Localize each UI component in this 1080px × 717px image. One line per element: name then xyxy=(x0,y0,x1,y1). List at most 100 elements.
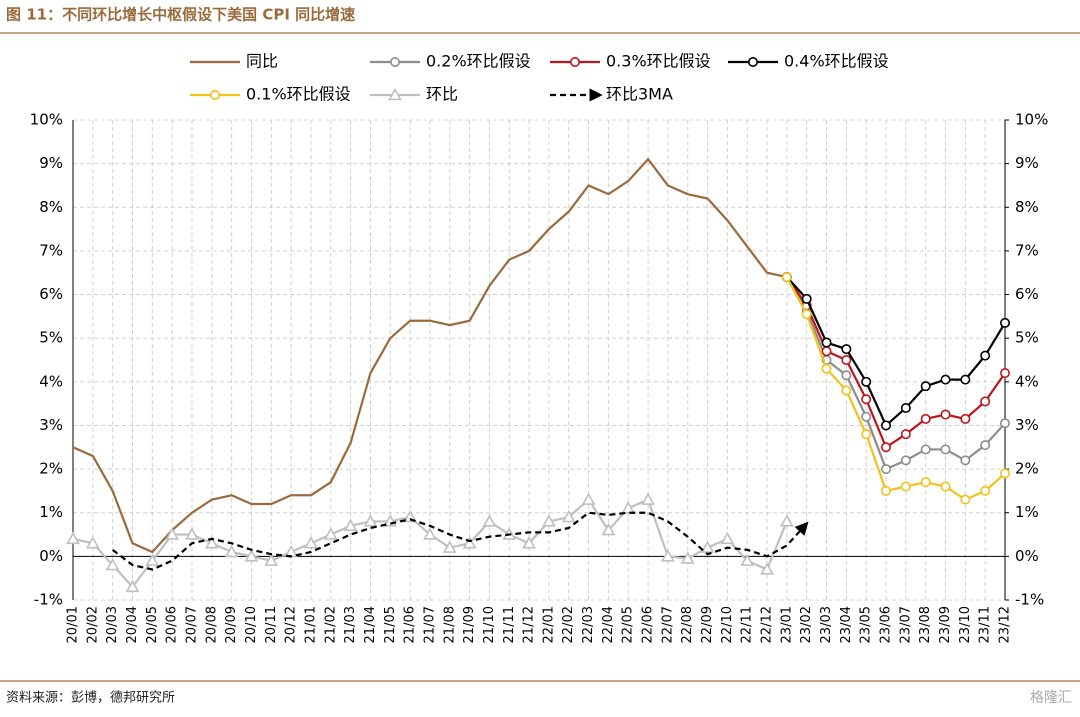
point xyxy=(304,536,318,549)
y2-tick-label: 1% xyxy=(1015,503,1039,521)
series-line xyxy=(785,276,1006,449)
point xyxy=(601,523,616,536)
x-tick-label: 21/11 xyxy=(502,606,517,643)
legend-marker xyxy=(388,87,402,101)
legend-label: 同比 xyxy=(246,52,278,71)
x-tick-label: 23/01 xyxy=(779,606,794,643)
legend-label: 0.4%环比假设 xyxy=(784,52,889,71)
legend-label: 0.1%环比假设 xyxy=(246,85,351,104)
point xyxy=(881,420,892,431)
y-tick-label: 7% xyxy=(39,241,63,259)
point xyxy=(105,557,120,571)
point xyxy=(980,350,991,361)
point xyxy=(841,385,852,396)
x-tick-label: 23/07 xyxy=(898,606,913,643)
legend-label: 环比 xyxy=(426,85,458,104)
point xyxy=(165,527,180,540)
point xyxy=(780,514,794,527)
point xyxy=(561,509,576,523)
point xyxy=(680,551,695,564)
point xyxy=(821,337,832,348)
legend-marker xyxy=(389,56,400,67)
point xyxy=(66,531,80,545)
y-tick-label: 0% xyxy=(39,547,63,565)
x-tick-label: 22/03 xyxy=(581,606,596,643)
x-tick-label: 22/05 xyxy=(621,606,636,643)
x-tick-label: 23/10 xyxy=(958,606,973,643)
x-tick-label: 23/04 xyxy=(839,606,854,643)
x-tick-label: 22/10 xyxy=(720,606,735,643)
point xyxy=(999,418,1010,429)
y2-tick-label: 3% xyxy=(1015,416,1039,434)
point xyxy=(920,477,931,488)
point xyxy=(482,514,497,527)
x-tick-label: 21/10 xyxy=(482,606,497,643)
x-tick-label: 22/09 xyxy=(700,606,715,643)
legend-marker xyxy=(747,56,758,67)
x-tick-label: 20/12 xyxy=(284,606,299,643)
point xyxy=(960,374,971,385)
x-tick-label: 23/08 xyxy=(918,606,933,643)
point xyxy=(821,363,832,374)
y2-tick-label: 10% xyxy=(1015,111,1048,129)
x-tick-label: 20/11 xyxy=(264,606,279,643)
watermark: 格隆汇 xyxy=(1030,690,1072,706)
y-tick-label: 5% xyxy=(39,329,63,347)
point xyxy=(861,376,872,387)
point xyxy=(841,370,852,381)
point xyxy=(760,562,774,575)
point xyxy=(980,485,991,496)
x-tick-label: 20/07 xyxy=(184,606,199,643)
x-tick-label: 20/02 xyxy=(85,606,100,643)
x-tick-label: 21/04 xyxy=(363,606,378,643)
y2-tick-label: -1% xyxy=(1015,591,1044,609)
legend-marker xyxy=(569,56,580,67)
point xyxy=(85,536,100,549)
x-tick-label: 23/05 xyxy=(859,606,874,643)
x-tick-label: 21/05 xyxy=(383,606,398,643)
y2-tick-label: 6% xyxy=(1015,285,1039,303)
point xyxy=(661,549,675,562)
point xyxy=(542,514,556,527)
point xyxy=(462,536,477,549)
y2-tick-label: 4% xyxy=(1015,372,1039,390)
point xyxy=(980,440,991,451)
legend-label: 0.2%环比假设 xyxy=(426,52,531,71)
legend-marker xyxy=(210,90,221,101)
x-tick-label: 22/01 xyxy=(541,606,556,643)
point xyxy=(125,579,140,593)
point xyxy=(641,492,655,505)
point xyxy=(720,531,735,545)
point xyxy=(621,501,636,514)
point xyxy=(999,368,1010,379)
y-tick-label: 3% xyxy=(39,416,63,434)
x-tick-label: 22/12 xyxy=(760,606,775,643)
series-line xyxy=(72,157,788,554)
point xyxy=(442,540,457,553)
point xyxy=(920,413,931,424)
x-tick-label: 23/03 xyxy=(819,606,834,643)
point xyxy=(841,344,852,355)
point xyxy=(700,540,715,553)
point xyxy=(740,553,755,566)
x-tick-label: 22/02 xyxy=(561,606,576,643)
series-line xyxy=(786,276,1006,428)
point xyxy=(801,309,812,320)
point xyxy=(781,272,792,283)
point xyxy=(960,455,971,466)
point xyxy=(920,381,931,392)
point xyxy=(861,394,872,405)
x-tick-label: 21/09 xyxy=(462,606,477,643)
point xyxy=(522,536,536,549)
y-tick-label: 9% xyxy=(39,154,63,172)
x-tick-label: 21/08 xyxy=(442,606,457,643)
x-tick-label: 23/09 xyxy=(938,606,953,643)
x-tick-label: 21/07 xyxy=(422,606,437,643)
point xyxy=(900,455,911,466)
x-tick-label: 23/02 xyxy=(799,606,814,643)
point xyxy=(323,527,338,540)
point xyxy=(403,509,417,523)
x-tick-label: 22/08 xyxy=(680,606,695,643)
x-tick-label: 21/06 xyxy=(403,606,418,643)
